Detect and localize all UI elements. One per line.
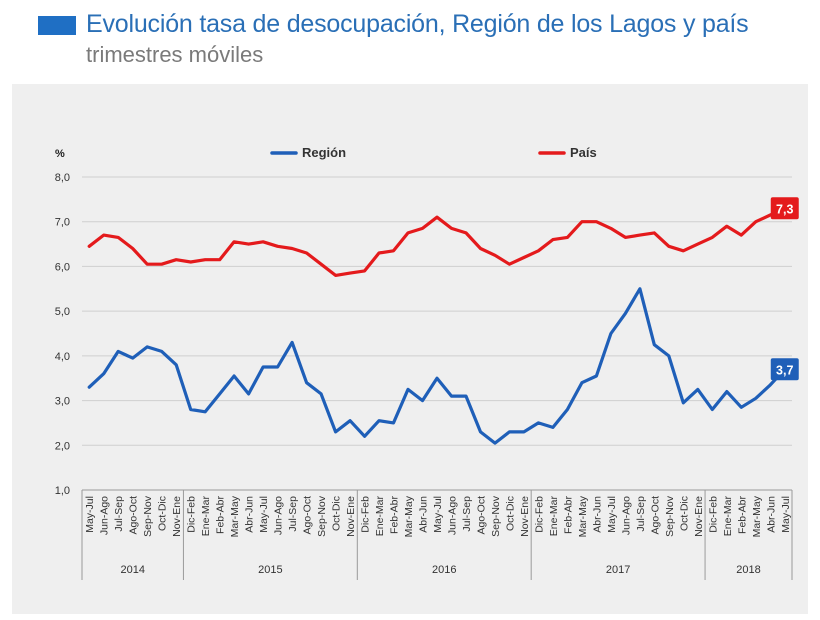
y-tick-label: 4,0: [55, 351, 70, 363]
y-tick-label: 5,0: [55, 306, 70, 318]
y-tick-label: 2,0: [55, 440, 70, 452]
x-tick-label: Nov-Ene: [171, 496, 183, 537]
end-value-label: 7,3: [776, 202, 793, 216]
x-tick-label: Sep-Nov: [490, 495, 502, 537]
x-tick-label: Jul-Sep: [461, 496, 473, 532]
x-tick-label: Ago-Oct: [475, 496, 487, 535]
x-tick-label: May-Jul: [432, 496, 444, 533]
x-tick-label: Jun-Ago: [446, 496, 458, 535]
x-tick-label: Ene-Mar: [722, 496, 734, 537]
x-tick-label: Ago-Oct: [302, 496, 314, 535]
end-value-label: 3,7: [776, 363, 793, 377]
x-tick-label: Dic-Feb: [186, 496, 198, 533]
y-axis-unit-label: %: [55, 148, 65, 160]
x-tick-label: Mar-May: [403, 495, 415, 537]
y-tick-label: 6,0: [55, 261, 70, 273]
y-tick-label: 1,0: [55, 485, 70, 497]
x-tick-label: Sep-Nov: [664, 495, 676, 537]
end-value-badge: [770, 197, 799, 220]
x-tick-label: Oct-Dic: [331, 496, 343, 531]
year-label: 2015: [258, 564, 282, 576]
x-tick-label: Jun-Ago: [273, 496, 285, 535]
x-tick-label: Nov-Ene: [693, 496, 705, 537]
x-tick-label: Mar-May: [577, 495, 589, 537]
line-chart: 8,07,06,05,04,03,02,01,0%May-Jul Jun-Ago J…: [55, 145, 799, 580]
x-tick-label: Nov-Ene: [345, 496, 357, 537]
x-tick-label: Oct-Dic: [678, 496, 690, 531]
x-tick-label: Jul-Sep: [635, 496, 647, 532]
x-tick-label: Jul-Sep: [113, 496, 125, 532]
year-label: 2017: [606, 564, 630, 576]
x-tick-label: Nov-Ene: [519, 496, 531, 537]
x-tick-label: Abr-Jun: [418, 496, 430, 533]
chart-subtitle: trimestres móviles: [86, 42, 264, 67]
x-tick-label: Feb-Abr: [562, 496, 574, 534]
x-tick-label: Dic-Feb: [533, 496, 545, 533]
x-tick-label: May-Jul: [258, 496, 270, 533]
legend-label: Región: [302, 145, 346, 160]
chart-panel: 8,0 7,0 6,0 5,0 4,0 3,0 2,0 1,0% May-Jul Jun-Ago J…: [12, 84, 808, 614]
x-tick-label: Ago-Oct: [649, 496, 661, 535]
x-tick-label: May-Jul: [780, 496, 792, 533]
x-tick-label: Oct-Dic: [504, 496, 516, 531]
x-tick-label: Mar-May: [229, 495, 241, 537]
header: Evolución tasa de desocupación, Región d…: [38, 10, 808, 74]
x-tick-label: Feb-Abr: [389, 496, 401, 534]
x-tick-label: Dic-Feb: [360, 496, 372, 533]
x-tick-label: Feb-Abr: [736, 496, 748, 534]
x-tick-label: Ene-Mar: [374, 496, 386, 537]
y-tick-label: 7,0: [55, 217, 70, 229]
year-label: 2014: [120, 564, 144, 576]
year-label: 2016: [432, 564, 456, 576]
x-tick-label: Abr-Jun: [765, 496, 777, 533]
chart-title: Evolución tasa de desocupación, Región d…: [86, 10, 749, 38]
x-tick-label: Abr-Jun: [244, 496, 256, 533]
y-tick-label: 8,0: [55, 172, 70, 184]
x-tick-label: May-Jul: [84, 496, 96, 533]
title-accent-square: [38, 16, 76, 35]
x-tick-label: Jun-Ago: [99, 496, 111, 535]
x-tick-label: Ene-Mar: [200, 496, 212, 537]
x-tick-label: Sep-Nov: [316, 495, 328, 537]
x-tick-label: May-Jul: [606, 496, 618, 533]
year-label: 2018: [736, 564, 760, 576]
legend-label: País: [570, 145, 597, 160]
x-tick-label: Abr-Jun: [591, 496, 603, 533]
series-line: [87, 287, 787, 445]
x-tick-label: Sep-Nov: [142, 495, 154, 537]
x-tick-label: Feb-Abr: [215, 496, 227, 534]
x-tick-label: Jul-Sep: [287, 496, 299, 532]
series-line: [87, 206, 787, 277]
y-tick-label: 3,0: [55, 396, 70, 408]
x-tick-label: Jun-Ago: [620, 496, 632, 535]
x-tick-label: Dic-Feb: [707, 496, 719, 533]
x-tick-label: Mar-May: [751, 495, 763, 537]
x-tick-label: Ene-Mar: [548, 496, 560, 537]
x-tick-label: Oct-Dic: [157, 496, 169, 531]
end-value-badge: [770, 358, 799, 381]
x-tick-label: Ago-Oct: [128, 496, 140, 535]
